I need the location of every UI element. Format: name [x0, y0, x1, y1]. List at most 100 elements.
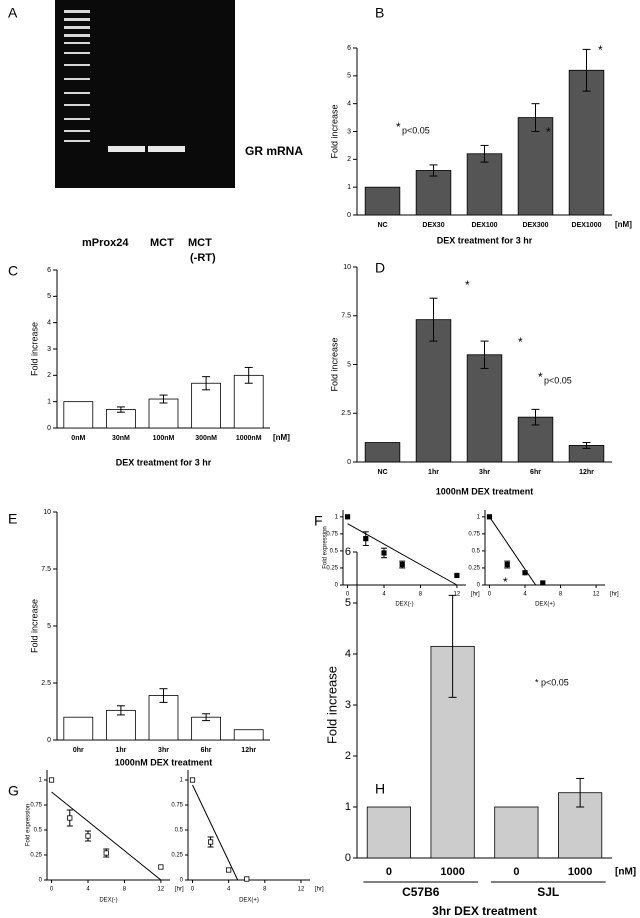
- bar: [364, 442, 401, 463]
- unit-label: [hr]: [610, 592, 619, 598]
- panel-label: E: [8, 511, 17, 527]
- point: [363, 536, 369, 542]
- y-tick-label: 2.5: [41, 680, 51, 687]
- y-tick-label: 0: [180, 878, 184, 884]
- x-tick-label: 8: [559, 592, 563, 598]
- bar: [415, 170, 452, 216]
- y-tick-label: 0.25: [171, 853, 183, 859]
- y-tick-label: 0.25: [468, 566, 480, 572]
- y-tick-label: 6: [345, 546, 351, 558]
- y-tick-label: 5: [345, 597, 351, 609]
- bar: [415, 319, 452, 463]
- y-axis-label: Fold expression: [323, 526, 329, 568]
- x-tick-label: 12: [593, 592, 600, 598]
- y-tick-label: 6: [347, 45, 351, 52]
- y-tick-label: 3: [47, 346, 51, 353]
- annotation: *: [396, 120, 401, 134]
- panel-label: G: [8, 783, 19, 799]
- point: [48, 777, 55, 783]
- y-axis-label: Fold increase: [329, 337, 339, 391]
- x-axis-label: 1000nM DEX treatment: [115, 757, 213, 767]
- annotation: p<0.05: [402, 125, 430, 135]
- lane-label: MCT: [150, 237, 174, 249]
- x-axis-label: DEX(-): [99, 898, 117, 904]
- unit-label: [hr]: [175, 887, 184, 893]
- y-tick-label: 0: [477, 583, 481, 589]
- bar: [366, 806, 411, 859]
- gel-band: [148, 146, 185, 152]
- y-tick-label: 0.75: [30, 803, 42, 809]
- y-axis-label: Fold expression: [26, 804, 32, 846]
- y-tick-label: 3: [345, 699, 351, 711]
- x-tick-label: 4: [227, 887, 231, 893]
- unit-label: [nM]: [273, 433, 290, 442]
- y-tick-label: 0.25: [30, 853, 42, 859]
- y-tick-label: 7.5: [341, 313, 351, 320]
- x-axis-label: DEX treatment for 3 hr: [116, 457, 212, 467]
- y-tick-label: 0.25: [326, 566, 338, 572]
- gel-band: [108, 146, 145, 152]
- point: [399, 561, 405, 568]
- bar: [364, 186, 401, 216]
- panel-label: B: [375, 5, 384, 21]
- bar: [148, 695, 179, 741]
- y-tick-label: 0.5: [34, 828, 43, 834]
- y-tick-label: 1: [180, 778, 184, 784]
- point: [158, 864, 164, 870]
- x-tick-label: 8: [123, 887, 127, 893]
- y-tick-label: 0: [47, 425, 51, 432]
- x-axis-label: DEX(+): [239, 898, 259, 904]
- x-tick-label: 12hr: [241, 747, 256, 754]
- point: [67, 815, 73, 821]
- panel-label: A: [8, 5, 18, 21]
- point: [454, 572, 460, 579]
- y-axis-label: Fold increase: [29, 599, 39, 653]
- annotation: *: [465, 278, 470, 292]
- y-tick-label: 10: [43, 509, 51, 516]
- bar: [494, 806, 539, 859]
- y-tick-label: 0: [335, 583, 339, 589]
- gel-ladder: [64, 10, 90, 142]
- y-tick-label: 0.5: [175, 828, 184, 834]
- y-tick-label: 0.75: [468, 531, 480, 537]
- x-tick-label: 8: [419, 592, 423, 598]
- y-tick-label: 0: [347, 212, 351, 219]
- y-tick-label: 0.75: [326, 531, 338, 537]
- x-axis-label: DEX(-): [395, 602, 413, 608]
- y-tick-label: 2: [345, 750, 351, 762]
- y-tick-label: 1: [347, 184, 351, 191]
- y-tick-label: 1: [345, 801, 351, 813]
- y-tick-label: 5: [47, 293, 51, 300]
- x-tick-label: 1hr: [428, 469, 439, 476]
- annotation: *: [518, 335, 523, 349]
- x-tick-label: 0: [346, 592, 350, 598]
- x-axis-label: DEX(+): [535, 602, 555, 608]
- y-tick-label: 0: [39, 878, 43, 884]
- point: [85, 833, 91, 839]
- y-tick-label: 3: [347, 128, 351, 135]
- x-tick-label: 30nM: [112, 435, 130, 442]
- x-tick-label: DEX300: [522, 222, 548, 229]
- x-tick-label: 0: [50, 887, 54, 893]
- x-tick-label: DEX1000: [572, 222, 602, 229]
- y-tick-label: 7.5: [41, 566, 51, 573]
- bar: [466, 153, 503, 216]
- x-tick-label: NC: [377, 469, 387, 476]
- x-axis-label: 3hr DEX treatment: [432, 904, 537, 918]
- y-axis-label: Fold increase: [329, 104, 339, 158]
- fit-line: [489, 516, 537, 586]
- panel-label: C: [8, 263, 18, 279]
- y-tick-label: 1: [39, 778, 43, 784]
- y-axis-label: Fold increase: [29, 322, 39, 376]
- x-tick-label: 3hr: [158, 747, 169, 754]
- fit-line: [192, 784, 239, 881]
- x-tick-label: 1000nM: [236, 435, 262, 442]
- x-axis-label: DEX treatment for 3 hr: [437, 235, 533, 245]
- lane-label: MCT: [188, 237, 212, 249]
- y-tick-label: 0.5: [472, 548, 481, 554]
- fit-line: [51, 791, 162, 881]
- group-label: SJL: [537, 885, 559, 899]
- y-tick-label: 5: [347, 361, 351, 368]
- group-label: C57B6: [402, 885, 440, 899]
